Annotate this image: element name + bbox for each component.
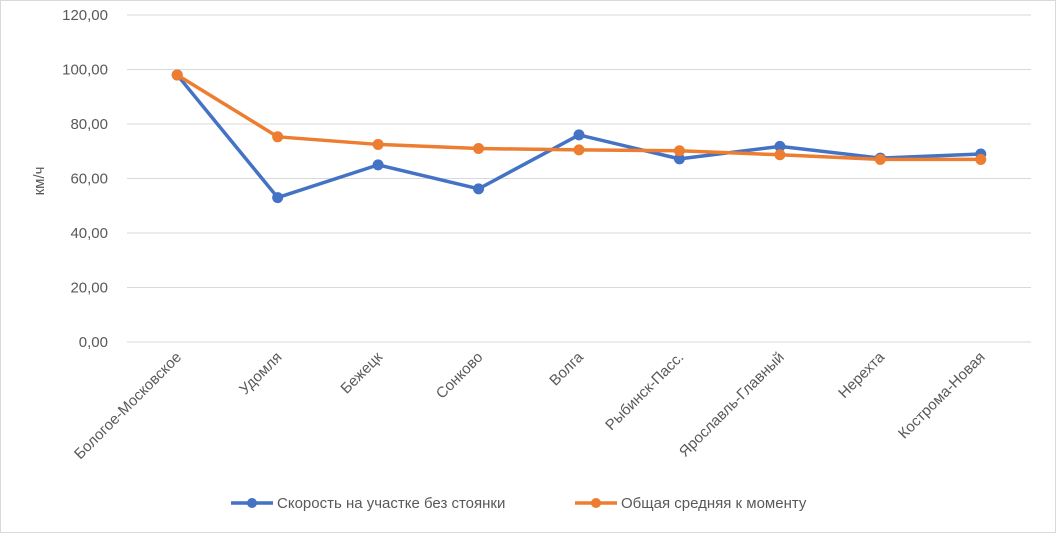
data-point (372, 138, 384, 150)
data-point (272, 192, 284, 204)
legend: Скорость на участке без стоянки Общая сре… (231, 495, 807, 512)
data-point (473, 143, 485, 155)
x-tick-label: Рыбинск-Пасс. (602, 349, 687, 434)
x-tick-label: Волга (546, 348, 587, 389)
x-axis-ticks: Бологое-Московское Удомля Бежецк Сонково Вол… (71, 348, 989, 462)
x-tick-label: Сонково (433, 349, 487, 403)
legend-swatch-marker (591, 498, 601, 508)
data-point (673, 145, 685, 157)
x-tick-label: Ярославль-Главный (676, 349, 788, 461)
x-tick-label: Кострома-Новая (895, 349, 989, 443)
data-point (473, 183, 485, 195)
y-tick-label: 60,00 (70, 171, 108, 188)
gridlines (127, 14, 1031, 343)
data-point (171, 69, 183, 81)
y-tick-label: 40,00 (70, 225, 108, 242)
data-point (573, 144, 585, 156)
x-tick-label: Нерехта (835, 348, 888, 401)
data-point (272, 131, 284, 143)
series-lines (171, 69, 987, 204)
legend-label: Общая средняя к моменту (621, 495, 807, 512)
x-tick-label: Удомля (236, 349, 285, 398)
data-point (874, 153, 886, 165)
y-axis-ticks: 0,00 20,00 40,00 60,00 80,00 100,00 120,00 (62, 7, 108, 351)
x-tick-label: Бежецк (337, 349, 386, 398)
data-point (573, 129, 585, 141)
y-tick-label: 120,00 (62, 7, 108, 24)
y-tick-label: 80,00 (70, 116, 108, 133)
x-tick-label: Бологое-Московское (71, 349, 185, 463)
y-tick-label: 100,00 (62, 62, 108, 79)
legend-swatch-marker (247, 498, 257, 508)
legend-label: Скорость на участке без стоянки (277, 495, 505, 512)
y-tick-label: 0,00 (79, 334, 108, 351)
data-point (372, 159, 384, 171)
data-point (774, 149, 786, 161)
y-axis-title: км/ч (31, 167, 48, 196)
y-tick-label: 20,00 (70, 280, 108, 297)
data-point (975, 153, 987, 165)
